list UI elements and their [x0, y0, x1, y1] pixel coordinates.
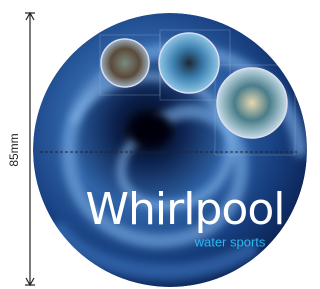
photo: [159, 33, 219, 93]
dimension-label: 85mm: [7, 133, 21, 166]
swirl-center: [128, 112, 172, 148]
sticker-design: 85mm Whirlpool water sports: [0, 0, 309, 289]
logo-subtitle: water sports: [194, 234, 266, 249]
page: 85mm Whirlpool water sports (() => { con…: [0, 0, 309, 289]
photo: [217, 68, 287, 138]
photo: [101, 39, 149, 87]
logo-title: Whirlpool: [86, 184, 285, 235]
